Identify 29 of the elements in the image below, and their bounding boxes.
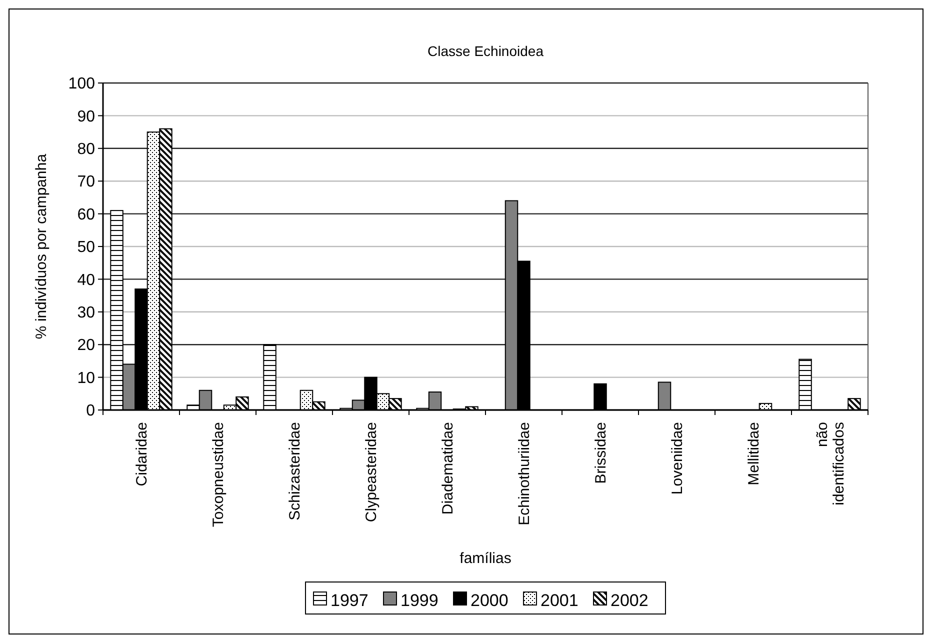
x-tick-label: Diadematidae (440, 422, 456, 515)
y-tick-label: 70 (77, 174, 96, 191)
y-tick-label: 30 (77, 304, 96, 322)
y-tick-label: 90 (77, 108, 96, 126)
legend-label: 2001 (540, 590, 578, 610)
x-tick-label: não identificados (814, 422, 848, 506)
y-tick-label: 60 (77, 206, 96, 224)
y-tick-label: 0 (86, 402, 96, 420)
x-axis-title: famílias (460, 550, 512, 567)
x-tick-label: Loveniidae (669, 422, 686, 495)
x-tick-label: Schizasteridae (286, 422, 304, 520)
x-tick-label: Toxopneustidae (210, 422, 227, 528)
legend-label: 1999 (400, 590, 438, 610)
x-tick-label: Clypeasteridae (363, 422, 380, 522)
legend-label: 2002 (610, 590, 648, 610)
x-tick-label: Echinothuriidae (516, 422, 533, 526)
y-tick-label: 10 (77, 370, 96, 387)
x-tick-label: Cidaridae (134, 422, 150, 486)
chart-title: Classe Echinoidea (428, 43, 544, 59)
y-tick-label: 50 (77, 239, 96, 256)
y-tick-label: 100 (68, 76, 96, 93)
y-tick-label: 40 (77, 272, 96, 289)
legend-label: 2000 (470, 590, 508, 610)
y-tick-label: 20 (77, 337, 96, 354)
y-axis-title: % indivíduos por campanha (33, 153, 50, 340)
x-tick-label: Brissidae (592, 422, 610, 484)
y-tick-label: 80 (77, 141, 96, 158)
x-tick-label: Mellitidae (746, 422, 762, 486)
legend-label: 1997 (330, 590, 368, 610)
